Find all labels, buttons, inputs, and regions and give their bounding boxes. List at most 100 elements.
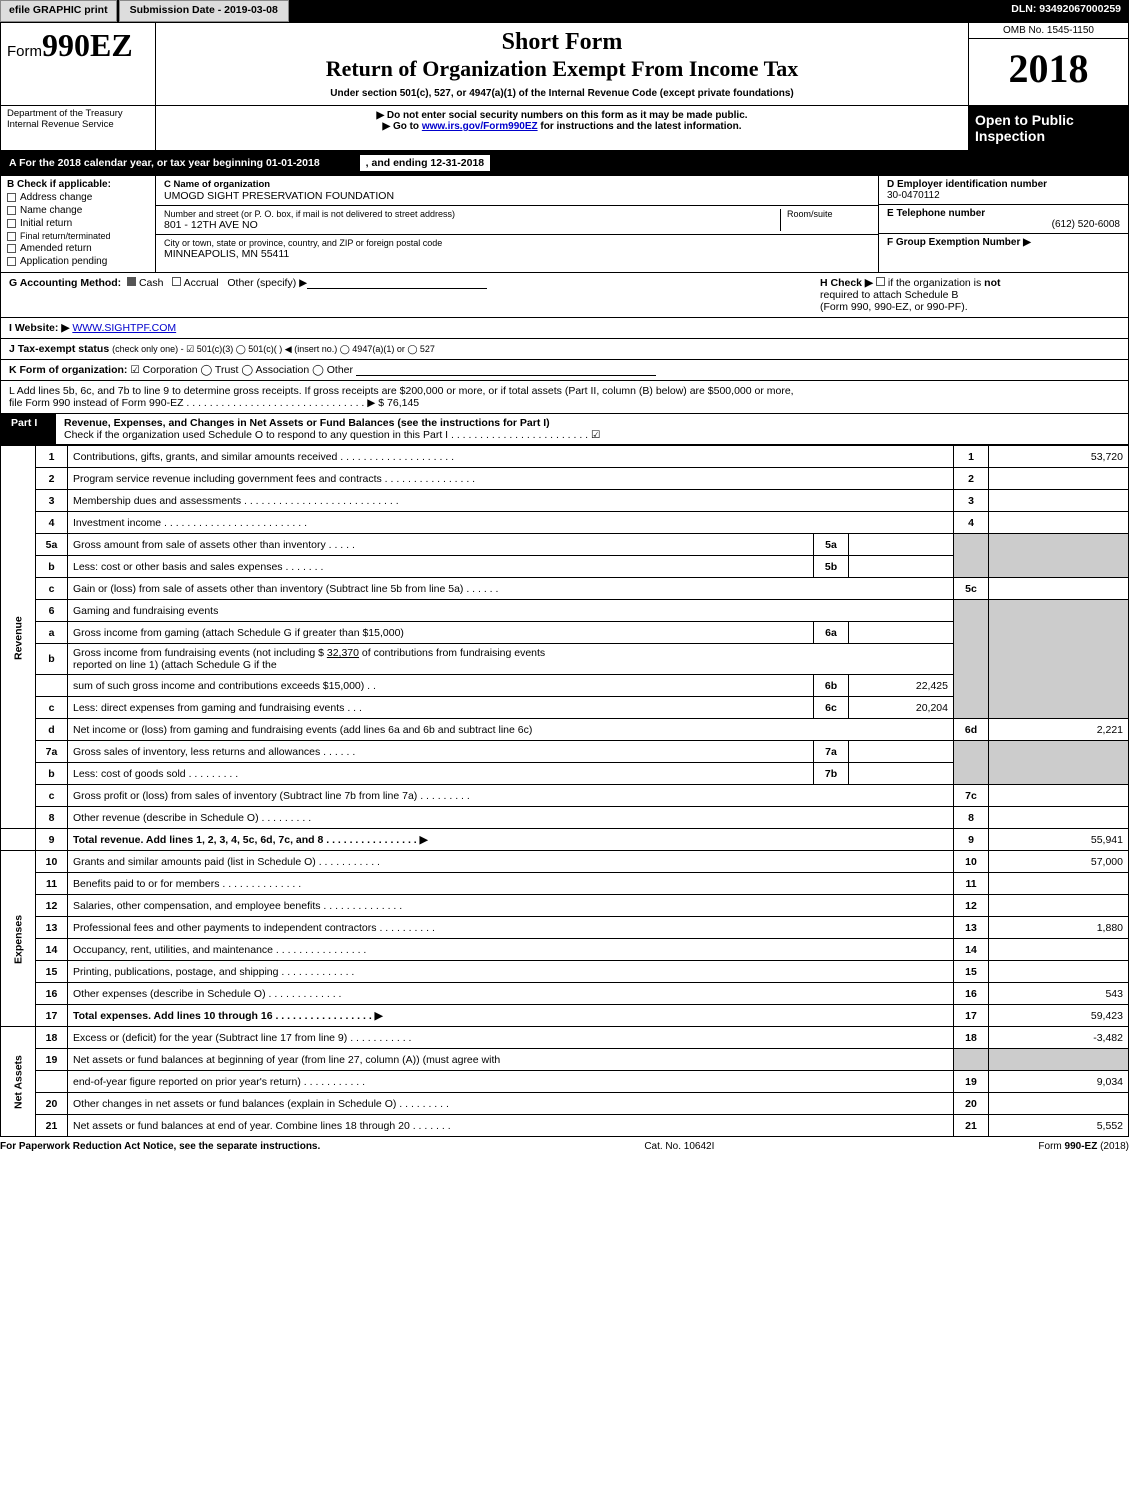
line-val — [989, 939, 1129, 961]
h-not: not — [984, 277, 1000, 289]
line-val: 5,552 — [989, 1115, 1129, 1137]
form-prefix: Form — [7, 43, 42, 60]
footer-cat-no: Cat. No. 10642I — [644, 1141, 714, 1152]
revenue-tab-end — [1, 829, 36, 851]
mini-ref: 6a — [814, 622, 849, 644]
total-expenses-label: Total expenses. Add lines 10 through 16 … — [73, 1010, 383, 1022]
website-link[interactable]: WWW.SIGHTPF.COM — [72, 322, 176, 334]
accrual-checkbox[interactable] — [172, 277, 181, 286]
line-desc: Less: cost of goods sold . . . . . . . .… — [68, 763, 814, 785]
line-ref: 5c — [954, 578, 989, 600]
line-val: 9,034 — [989, 1071, 1129, 1093]
form-header: Form990EZ Short Form Return of Organizat… — [0, 22, 1129, 106]
dept-treasury: Department of the Treasury — [7, 108, 149, 119]
part1-header-row: Part I Revenue, Expenses, and Changes in… — [0, 414, 1129, 445]
line-ref: 20 — [954, 1093, 989, 1115]
check-amended-return[interactable]: Amended return — [7, 243, 149, 254]
cash-checkbox[interactable] — [127, 277, 136, 286]
shade-cell — [954, 534, 989, 578]
shade-cell — [989, 534, 1129, 578]
line-num: 8 — [36, 807, 68, 829]
mini-val — [849, 556, 954, 578]
mini-ref: 7a — [814, 741, 849, 763]
irs-link[interactable]: www.irs.gov/Form990EZ — [422, 121, 538, 132]
line-num — [36, 1071, 68, 1093]
mini-val: 20,204 — [849, 697, 954, 719]
section-b-title: B Check if applicable: — [7, 179, 149, 190]
shade-cell — [954, 741, 989, 785]
no-ssn-warning: ▶ Do not enter social security numbers o… — [160, 110, 964, 121]
line-6b-text2: of contributions from fundraising events — [359, 647, 545, 659]
financial-table: Revenue 1 Contributions, gifts, grants, … — [0, 445, 1129, 1137]
check-application-pending[interactable]: Application pending — [7, 256, 149, 267]
line-num: 2 — [36, 468, 68, 490]
line-num: 3 — [36, 490, 68, 512]
other-specify-input[interactable] — [307, 277, 487, 289]
line-val: 543 — [989, 983, 1129, 1005]
line-desc: Contributions, gifts, grants, and simila… — [68, 446, 954, 468]
line-num: c — [36, 785, 68, 807]
mini-ref: 5b — [814, 556, 849, 578]
row-k-form-org: K Form of organization: ☑ Corporation ◯ … — [0, 360, 1129, 381]
line-ref: 15 — [954, 961, 989, 983]
mini-val: 22,425 — [849, 675, 954, 697]
line-desc: Net assets or fund balances at end of ye… — [68, 1115, 954, 1137]
line-ref: 4 — [954, 512, 989, 534]
shade-cell — [989, 1049, 1129, 1071]
check-label: Application pending — [20, 256, 107, 267]
line-desc: sum of such gross income and contributio… — [68, 675, 814, 697]
line-desc: end-of-year figure reported on prior yea… — [68, 1071, 954, 1093]
efile-print-button[interactable]: efile GRAPHIC print — [0, 0, 117, 22]
line-val — [989, 807, 1129, 829]
check-name-change[interactable]: Name change — [7, 205, 149, 216]
line-ref: 13 — [954, 917, 989, 939]
line-desc: Other expenses (describe in Schedule O) … — [68, 983, 954, 1005]
shade-cell — [989, 741, 1129, 785]
line-desc: Occupancy, rent, utilities, and maintena… — [68, 939, 954, 961]
line-num: 20 — [36, 1093, 68, 1115]
line-val: 2,221 — [989, 719, 1129, 741]
org-address: 801 - 12TH AVE NO — [164, 219, 780, 231]
line-ref: 8 — [954, 807, 989, 829]
line-val: 57,000 — [989, 851, 1129, 873]
goto-instructions: ▶ Go to www.irs.gov/Form990EZ for instru… — [160, 121, 964, 132]
line-desc: Gross amount from sale of assets other t… — [68, 534, 814, 556]
line-num: b — [36, 556, 68, 578]
line-desc: Professional fees and other payments to … — [68, 917, 954, 939]
line-ref: 21 — [954, 1115, 989, 1137]
j-text: (check only one) - ☑ 501(c)(3) ◯ 501(c)(… — [112, 344, 435, 354]
check-label: Name change — [20, 205, 82, 216]
line-num: 14 — [36, 939, 68, 961]
k-other-input[interactable] — [356, 364, 656, 376]
line-desc: Program service revenue including govern… — [68, 468, 954, 490]
submission-date-label: Submission Date - 2019-03-08 — [119, 0, 289, 22]
line-num: 10 — [36, 851, 68, 873]
room-label: Room/suite — [787, 209, 870, 219]
org-info-block: B Check if applicable: Address change Na… — [0, 176, 1129, 273]
goto-prefix: ▶ Go to — [382, 121, 421, 132]
line-ref: 1 — [954, 446, 989, 468]
f-arrow: ▶ — [1023, 237, 1031, 248]
line-desc: Gross income from gaming (attach Schedul… — [68, 622, 814, 644]
line-num: 9 — [36, 829, 68, 851]
check-address-change[interactable]: Address change — [7, 192, 149, 203]
dept-row: Department of the Treasury Internal Reve… — [0, 106, 1129, 151]
check-initial-return[interactable]: Initial return — [7, 218, 149, 229]
line-desc: Less: direct expenses from gaming and fu… — [68, 697, 814, 719]
omb-number: OMB No. 1545-1150 — [969, 23, 1128, 39]
addr-label: Number and street (or P. O. box, if mail… — [164, 209, 780, 219]
line-val: 53,720 — [989, 446, 1129, 468]
mini-ref: 7b — [814, 763, 849, 785]
h-checkbox[interactable] — [876, 277, 885, 286]
return-title: Return of Organization Exempt From Incom… — [162, 56, 962, 82]
short-form-title: Short Form — [162, 29, 962, 56]
line-desc: Less: cost or other basis and sales expe… — [68, 556, 814, 578]
org-city: MINNEAPOLIS, MN 55411 — [164, 248, 870, 260]
line-val — [989, 785, 1129, 807]
check-final-return[interactable]: Final return/terminated — [7, 231, 149, 241]
line-ref: 18 — [954, 1027, 989, 1049]
top-bar: efile GRAPHIC print Submission Date - 20… — [0, 0, 1129, 22]
g-accounting-label: G Accounting Method: — [9, 277, 121, 289]
goto-suffix: for instructions and the latest informat… — [538, 121, 742, 132]
line-val — [989, 490, 1129, 512]
